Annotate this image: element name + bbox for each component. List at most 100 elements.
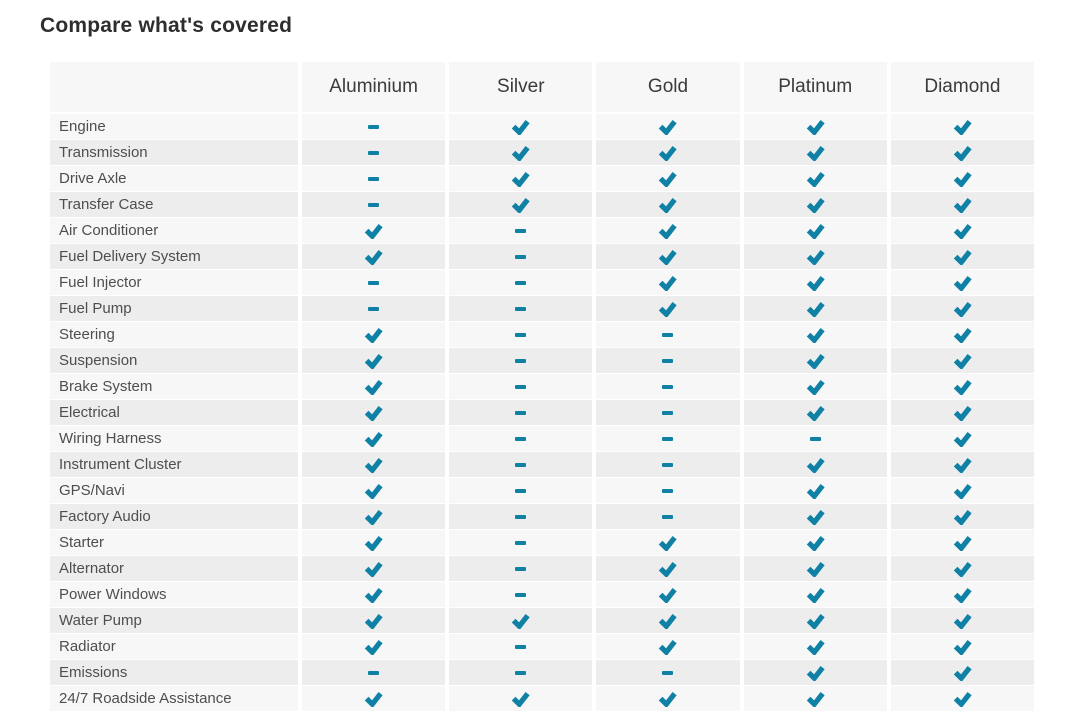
coverage-comparison-table: Aluminium Silver Gold Platinum Diamond Engin… — [50, 62, 1034, 712]
table-row: 24/7 Roadside Assistance — [50, 686, 1034, 711]
check-icon — [953, 613, 972, 629]
dash-icon — [809, 436, 821, 441]
table-row: Alternator — [50, 556, 1034, 581]
coverage-cell — [449, 374, 593, 399]
check-icon — [806, 405, 825, 421]
check-icon — [953, 223, 972, 239]
coverage-cell — [743, 348, 887, 373]
coverage-cell — [449, 114, 593, 139]
coverage-cell — [743, 426, 887, 451]
table-row: Transmission — [50, 140, 1034, 165]
check-icon — [364, 431, 383, 447]
table-row: Water Pump — [50, 608, 1034, 633]
coverage-cell — [890, 452, 1034, 477]
dash-icon — [662, 410, 674, 415]
plan-header-diamond: Diamond — [890, 62, 1034, 112]
check-icon — [364, 249, 383, 265]
coverage-cell — [596, 556, 740, 581]
coverage-cell — [302, 452, 446, 477]
table-row: Starter — [50, 530, 1034, 555]
coverage-cell — [449, 530, 593, 555]
coverage-cell — [743, 374, 887, 399]
check-icon — [511, 119, 530, 135]
dash-icon — [368, 176, 380, 181]
plan-header-gold: Gold — [596, 62, 740, 112]
check-icon — [364, 405, 383, 421]
coverage-cell — [743, 140, 887, 165]
coverage-cell — [302, 140, 446, 165]
check-icon — [364, 613, 383, 629]
dash-icon — [368, 306, 380, 311]
coverage-cell — [743, 686, 887, 711]
table-row: Steering — [50, 322, 1034, 347]
check-icon — [953, 639, 972, 655]
coverage-cell — [596, 322, 740, 347]
coverage-cell — [596, 530, 740, 555]
table-row: Electrical — [50, 400, 1034, 425]
row-label: Factory Audio — [50, 504, 298, 529]
row-label: Emissions — [50, 660, 298, 685]
dash-icon — [515, 228, 527, 233]
row-label: Brake System — [50, 374, 298, 399]
check-icon — [953, 405, 972, 421]
check-icon — [806, 197, 825, 213]
coverage-cell — [743, 400, 887, 425]
coverage-cell — [743, 556, 887, 581]
dash-icon — [515, 670, 527, 675]
coverage-cell — [890, 192, 1034, 217]
coverage-cell — [302, 166, 446, 191]
coverage-cell — [449, 556, 593, 581]
coverage-cell — [890, 686, 1034, 711]
table-row: Instrument Cluster — [50, 452, 1034, 477]
coverage-cell — [890, 582, 1034, 607]
table-row: Air Conditioner — [50, 218, 1034, 243]
coverage-cell — [449, 608, 593, 633]
check-icon — [658, 691, 678, 707]
dash-icon — [662, 462, 674, 467]
coverage-cell — [302, 348, 446, 373]
table-row: Brake System — [50, 374, 1034, 399]
check-icon — [364, 353, 383, 369]
coverage-cell — [596, 218, 740, 243]
coverage-cell — [890, 218, 1034, 243]
coverage-cell — [743, 478, 887, 503]
row-label: Air Conditioner — [50, 218, 298, 243]
table-row: GPS/Navi — [50, 478, 1034, 503]
check-icon — [806, 275, 825, 291]
table-row: Fuel Injector — [50, 270, 1034, 295]
check-icon — [658, 249, 678, 265]
row-label: 24/7 Roadside Assistance — [50, 686, 298, 711]
coverage-cell — [743, 608, 887, 633]
coverage-cell — [596, 374, 740, 399]
row-label: Water Pump — [50, 608, 298, 633]
coverage-cell — [302, 192, 446, 217]
check-icon — [658, 275, 678, 291]
check-icon — [806, 301, 825, 317]
page-title: Compare what's covered — [40, 14, 293, 37]
row-label: Steering — [50, 322, 298, 347]
coverage-cell — [449, 686, 593, 711]
coverage-cell — [743, 296, 887, 321]
coverage-cell — [596, 452, 740, 477]
check-icon — [953, 431, 972, 447]
check-icon — [953, 275, 972, 291]
coverage-cell — [890, 322, 1034, 347]
check-icon — [806, 119, 825, 135]
coverage-cell — [449, 504, 593, 529]
row-label: Fuel Delivery System — [50, 244, 298, 269]
table-row: Power Windows — [50, 582, 1034, 607]
coverage-cell — [596, 686, 740, 711]
table-row: Drive Axle — [50, 166, 1034, 191]
check-icon — [511, 613, 530, 629]
dash-icon — [662, 358, 674, 363]
table-header-row: Aluminium Silver Gold Platinum Diamond — [50, 62, 1034, 112]
coverage-cell — [302, 244, 446, 269]
coverage-cell — [302, 374, 446, 399]
dash-icon — [515, 592, 527, 597]
coverage-cell — [743, 660, 887, 685]
coverage-cell — [596, 426, 740, 451]
check-icon — [953, 171, 972, 187]
check-icon — [953, 509, 972, 525]
check-icon — [658, 561, 678, 577]
